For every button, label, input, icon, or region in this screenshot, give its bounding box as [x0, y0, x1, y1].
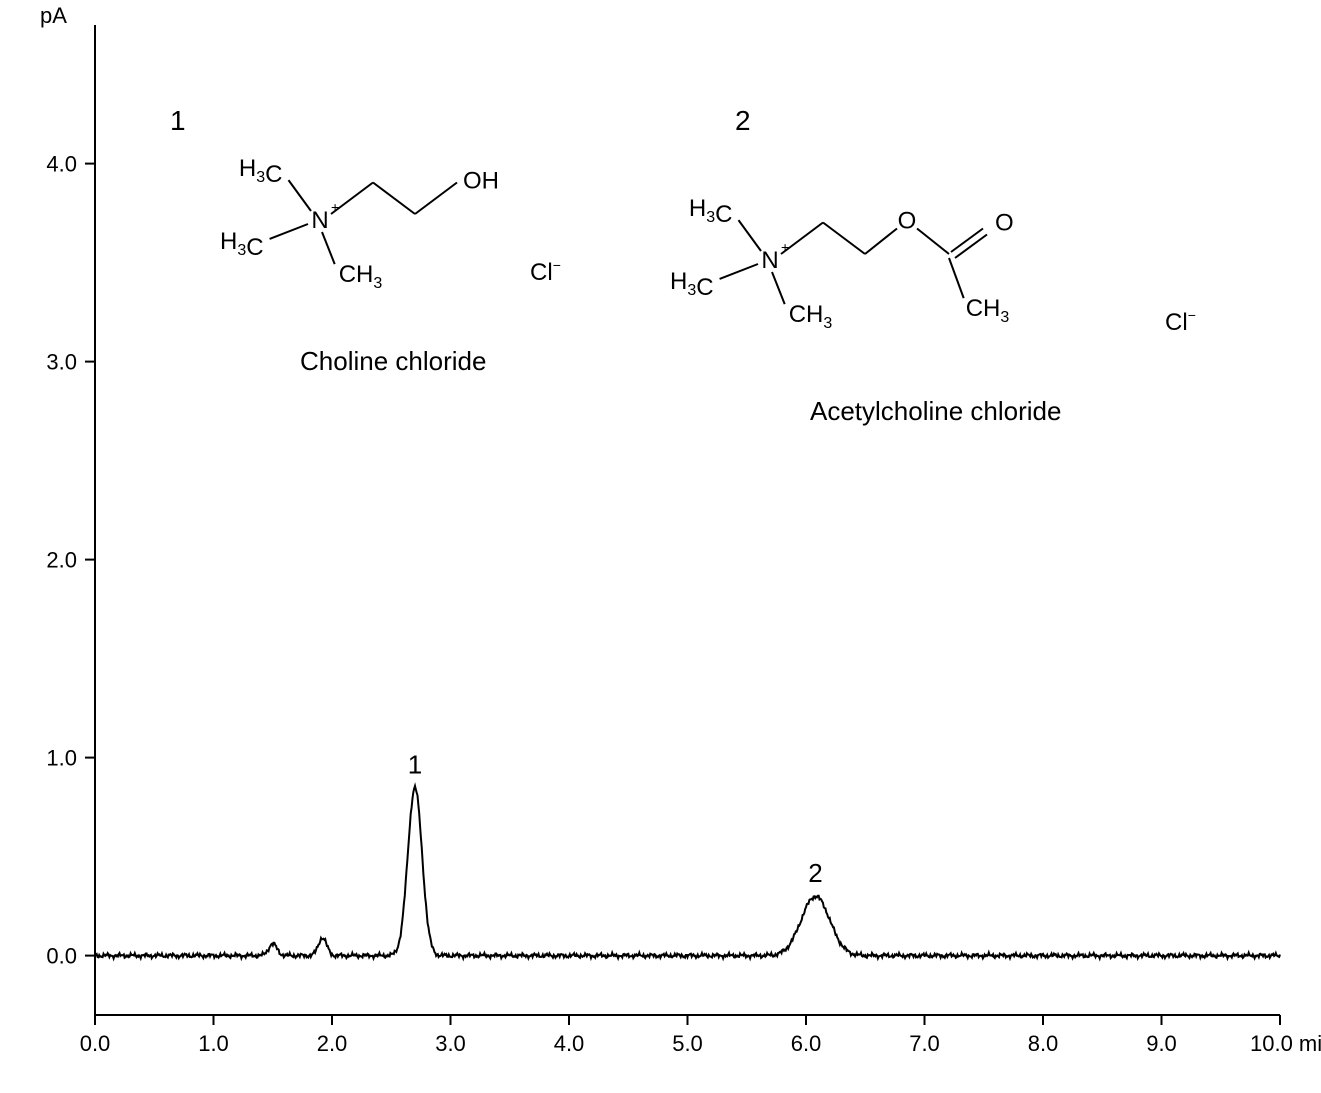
bond: [322, 232, 335, 264]
x-tick-label: 3.0: [435, 1031, 466, 1056]
y-axis-unit: pA: [40, 3, 67, 28]
chem-atom-label: N: [761, 247, 778, 274]
chem-atom-label: OH: [463, 168, 499, 195]
bond: [415, 183, 457, 215]
bond: [739, 220, 762, 251]
chromatogram-trace: [95, 786, 1280, 959]
structure-title: Acetylcholine chloride: [810, 396, 1061, 426]
structure-choline: 1N+H3CH3CCH3OHCl−Choline chloride: [170, 105, 561, 376]
chem-atom-label: H3C: [220, 228, 264, 261]
y-tick-label: 4.0: [46, 152, 77, 177]
structure-title: Choline chloride: [300, 346, 486, 376]
trace-path: [95, 786, 1280, 959]
peak-label-peak-1: 1: [408, 749, 422, 779]
chem-atom-label: Cl−: [1165, 307, 1196, 336]
x-tick-label: 2.0: [317, 1031, 348, 1056]
y-tick-label: 1.0: [46, 746, 77, 771]
y-tick-label: 3.0: [46, 350, 77, 375]
chem-atom-label: H3C: [670, 268, 714, 301]
peak-labels: 12: [408, 749, 823, 888]
bond: [865, 229, 897, 255]
chem-atom-label: Cl−: [530, 257, 561, 286]
chem-atom-label: H3C: [689, 195, 733, 228]
bond: [289, 180, 312, 211]
x-tick-label: 7.0: [909, 1031, 940, 1056]
structure-number: 1: [170, 105, 186, 136]
bond: [270, 224, 308, 239]
bond: [720, 264, 758, 279]
chem-atom-label: CH3: [789, 301, 833, 332]
x-tick-label: 0.0: [80, 1031, 111, 1056]
bond: [823, 223, 865, 255]
peak-label-peak-2: 2: [808, 858, 822, 888]
bond: [917, 229, 949, 255]
y-tick-label: 2.0: [46, 548, 77, 573]
chart-container: 0.01.02.03.04.05.06.07.08.09.010.0 min0.…: [0, 0, 1321, 1093]
bond: [949, 258, 964, 298]
x-tick-label: 6.0: [791, 1031, 822, 1056]
x-tick-label: 8.0: [1028, 1031, 1059, 1056]
x-tick-label: 5.0: [672, 1031, 703, 1056]
x-tick-label: 1.0: [198, 1031, 229, 1056]
chromatogram-svg: 0.01.02.03.04.05.06.07.08.09.010.0 min0.…: [0, 0, 1321, 1093]
y-ticks: 0.0 1.0 2.0 3.0 4.0: [46, 152, 95, 969]
x-tick-label: 9.0: [1146, 1031, 1177, 1056]
x-tick-label: 10.0 min: [1250, 1031, 1321, 1056]
bond: [373, 183, 415, 215]
chem-atom-label: CH3: [966, 295, 1010, 326]
structure-acetylcholine: 2N+H3CH3CCH3OOCH3Cl−Acetylcholine chlori…: [670, 105, 1196, 426]
chem-atom-label: O: [898, 208, 917, 235]
chem-atom-label: CH3: [339, 261, 383, 292]
structure-number: 2: [735, 105, 751, 136]
chem-atom-label: N: [311, 207, 328, 234]
bond: [772, 272, 785, 304]
y-tick-label: 0.0: [46, 944, 77, 969]
chem-atom-label: H3C: [239, 155, 283, 188]
x-tick-label: 4.0: [554, 1031, 585, 1056]
chem-atom-label: O: [995, 210, 1014, 237]
x-ticks: 0.0 1.0 2.0 3.0 4.0 5.0 6.0 7.0 8.0 9.0 10.0 min: [80, 1015, 1321, 1056]
